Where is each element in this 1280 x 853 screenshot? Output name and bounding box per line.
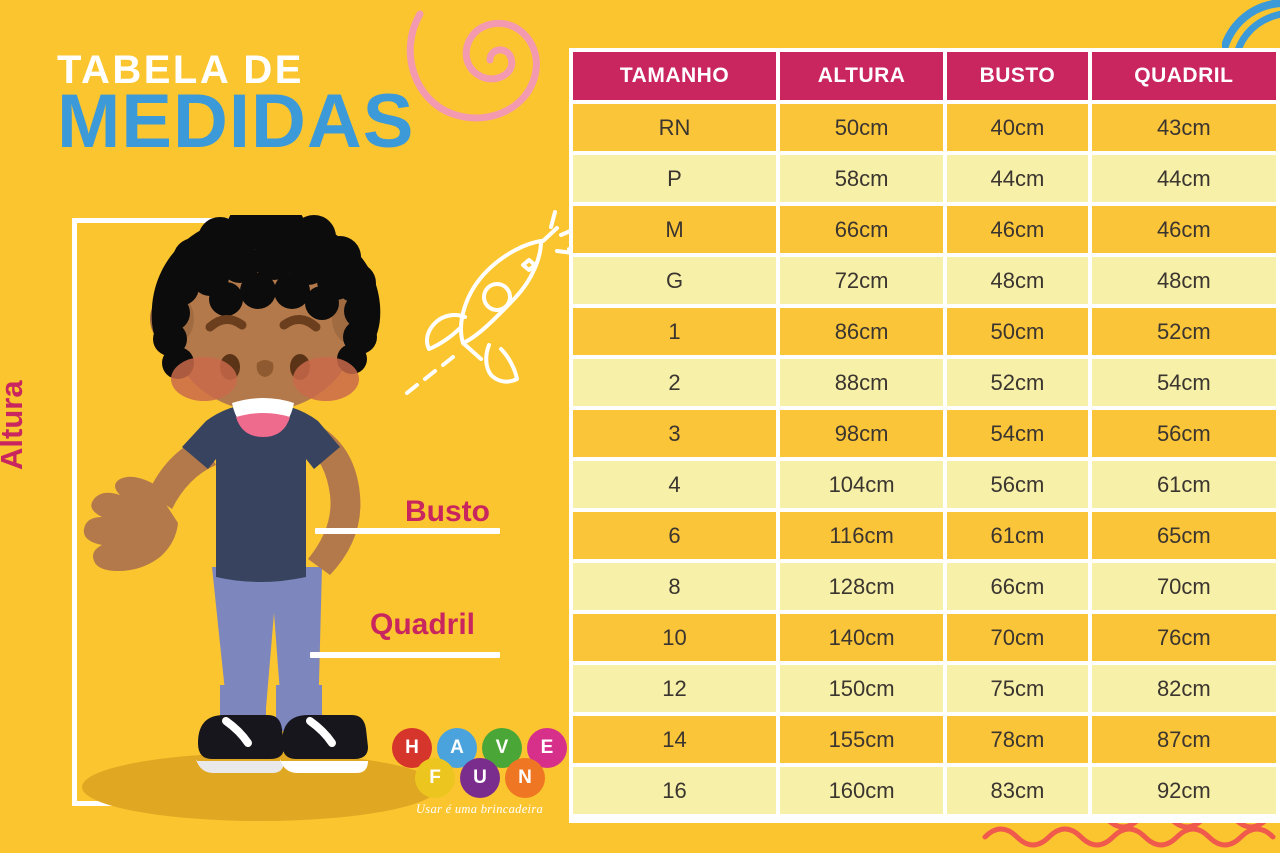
- table-row: 14 155cm 78cm 87cm: [573, 716, 1276, 763]
- cell-measure: 54cm: [1091, 359, 1276, 406]
- logo-tagline: Usar é uma brincadeira: [415, 802, 544, 816]
- table-row: 12 150cm 75cm 82cm: [573, 665, 1276, 712]
- cell-measure: 116cm: [780, 512, 944, 559]
- cell-measure: 104cm: [780, 461, 944, 508]
- table-row: P 58cm 44cm 44cm: [573, 155, 1276, 202]
- busto-callout-line: [315, 528, 500, 534]
- cell-tamanho: 1: [573, 308, 777, 355]
- cell-measure: 70cm: [1091, 563, 1276, 610]
- measurements-table: TAMANHO ALTURA BUSTO QUADRIL RN 50cm 40cm 4…: [569, 48, 1280, 818]
- cell-measure: 76cm: [1091, 614, 1276, 661]
- cell-measure: 66cm: [947, 563, 1088, 610]
- table-row: 4 104cm 56cm 61cm: [573, 461, 1276, 508]
- cell-measure: 52cm: [947, 359, 1088, 406]
- cell-measure: 44cm: [1091, 155, 1276, 202]
- cell-tamanho: 3: [573, 410, 777, 457]
- cell-measure: 70cm: [947, 614, 1088, 661]
- altura-label: Altura: [0, 380, 29, 470]
- measurements-table-container: TAMANHO ALTURA BUSTO QUADRIL RN 50cm 40cm 4…: [569, 48, 1280, 823]
- cell-measure: 65cm: [1091, 512, 1276, 559]
- cell-tamanho: P: [573, 155, 777, 202]
- cell-measure: 61cm: [947, 512, 1088, 559]
- table-row: 6 116cm 61cm 65cm: [573, 512, 1276, 559]
- cell-tamanho: 8: [573, 563, 777, 610]
- cell-measure: 87cm: [1091, 716, 1276, 763]
- pink-spiral-icon: [406, 10, 540, 122]
- cell-measure: 44cm: [947, 155, 1088, 202]
- cell-tamanho: 16: [573, 767, 777, 814]
- cell-measure: 72cm: [780, 257, 944, 304]
- cell-measure: 150cm: [780, 665, 944, 712]
- quadril-label: Quadril: [370, 608, 476, 641]
- cell-measure: 58cm: [780, 155, 944, 202]
- cell-measure: 75cm: [947, 665, 1088, 712]
- cell-measure: 48cm: [947, 257, 1088, 304]
- cell-measure: 82cm: [1091, 665, 1276, 712]
- cell-measure: 86cm: [780, 308, 944, 355]
- table-row: 10 140cm 70cm 76cm: [573, 614, 1276, 661]
- cell-measure: 56cm: [1091, 410, 1276, 457]
- cell-tamanho: 12: [573, 665, 777, 712]
- cell-measure: 98cm: [780, 410, 944, 457]
- cell-tamanho: RN: [573, 104, 777, 151]
- cell-measure: 160cm: [780, 767, 944, 814]
- cell-tamanho: 10: [573, 614, 777, 661]
- cell-tamanho: M: [573, 206, 777, 253]
- table-row: 2 88cm 52cm 54cm: [573, 359, 1276, 406]
- column-header-quadril: QUADRIL: [1091, 52, 1276, 100]
- cell-measure: 50cm: [780, 104, 944, 151]
- table-row: G 72cm 48cm 48cm: [573, 257, 1276, 304]
- cell-measure: 48cm: [1091, 257, 1276, 304]
- cell-measure: 43cm: [1091, 104, 1276, 151]
- cell-measure: 88cm: [780, 359, 944, 406]
- cell-measure: 40cm: [947, 104, 1088, 151]
- cell-tamanho: 6: [573, 512, 777, 559]
- table-row: 3 98cm 54cm 56cm: [573, 410, 1276, 457]
- cell-tamanho: 4: [573, 461, 777, 508]
- cell-measure: 50cm: [947, 308, 1088, 355]
- logo-bead-u: U: [460, 758, 500, 798]
- table-row: 8 128cm 66cm 70cm: [573, 563, 1276, 610]
- cell-measure: 52cm: [1091, 308, 1276, 355]
- cell-measure: 66cm: [780, 206, 944, 253]
- cell-measure: 83cm: [947, 767, 1088, 814]
- table-row: M 66cm 46cm 46cm: [573, 206, 1276, 253]
- logo-bead-n: N: [505, 758, 545, 798]
- boy-illustration: [82, 215, 438, 821]
- table-header-row: TAMANHO ALTURA BUSTO QUADRIL: [573, 52, 1276, 100]
- cell-measure: 92cm: [1091, 767, 1276, 814]
- table-row: 16 160cm 83cm 92cm: [573, 767, 1276, 814]
- table-row: 1 86cm 50cm 52cm: [573, 308, 1276, 355]
- logo-bead-f: F: [415, 758, 455, 798]
- have-fun-logo: H A V E F U N Usar é uma brincadeira: [392, 728, 567, 828]
- column-header-busto: BUSTO: [947, 52, 1088, 100]
- cell-measure: 78cm: [947, 716, 1088, 763]
- cell-tamanho: 14: [573, 716, 777, 763]
- cell-tamanho: 2: [573, 359, 777, 406]
- title-line-2: MEDIDAS: [57, 79, 415, 164]
- table-row: RN 50cm 40cm 43cm: [573, 104, 1276, 151]
- cell-measure: 140cm: [780, 614, 944, 661]
- cell-measure: 54cm: [947, 410, 1088, 457]
- cell-measure: 155cm: [780, 716, 944, 763]
- cell-measure: 61cm: [1091, 461, 1276, 508]
- cell-measure: 46cm: [1091, 206, 1276, 253]
- page-title: TABELA DE MEDIDAS: [57, 48, 415, 164]
- column-header-tamanho: TAMANHO: [573, 52, 777, 100]
- column-header-altura: ALTURA: [780, 52, 944, 100]
- cell-measure: 46cm: [947, 206, 1088, 253]
- cell-measure: 128cm: [780, 563, 944, 610]
- title-line-1: TABELA DE: [57, 48, 304, 92]
- quadril-callout-line: [310, 652, 500, 658]
- cell-tamanho: G: [573, 257, 777, 304]
- busto-label: Busto: [405, 495, 490, 528]
- cell-measure: 56cm: [947, 461, 1088, 508]
